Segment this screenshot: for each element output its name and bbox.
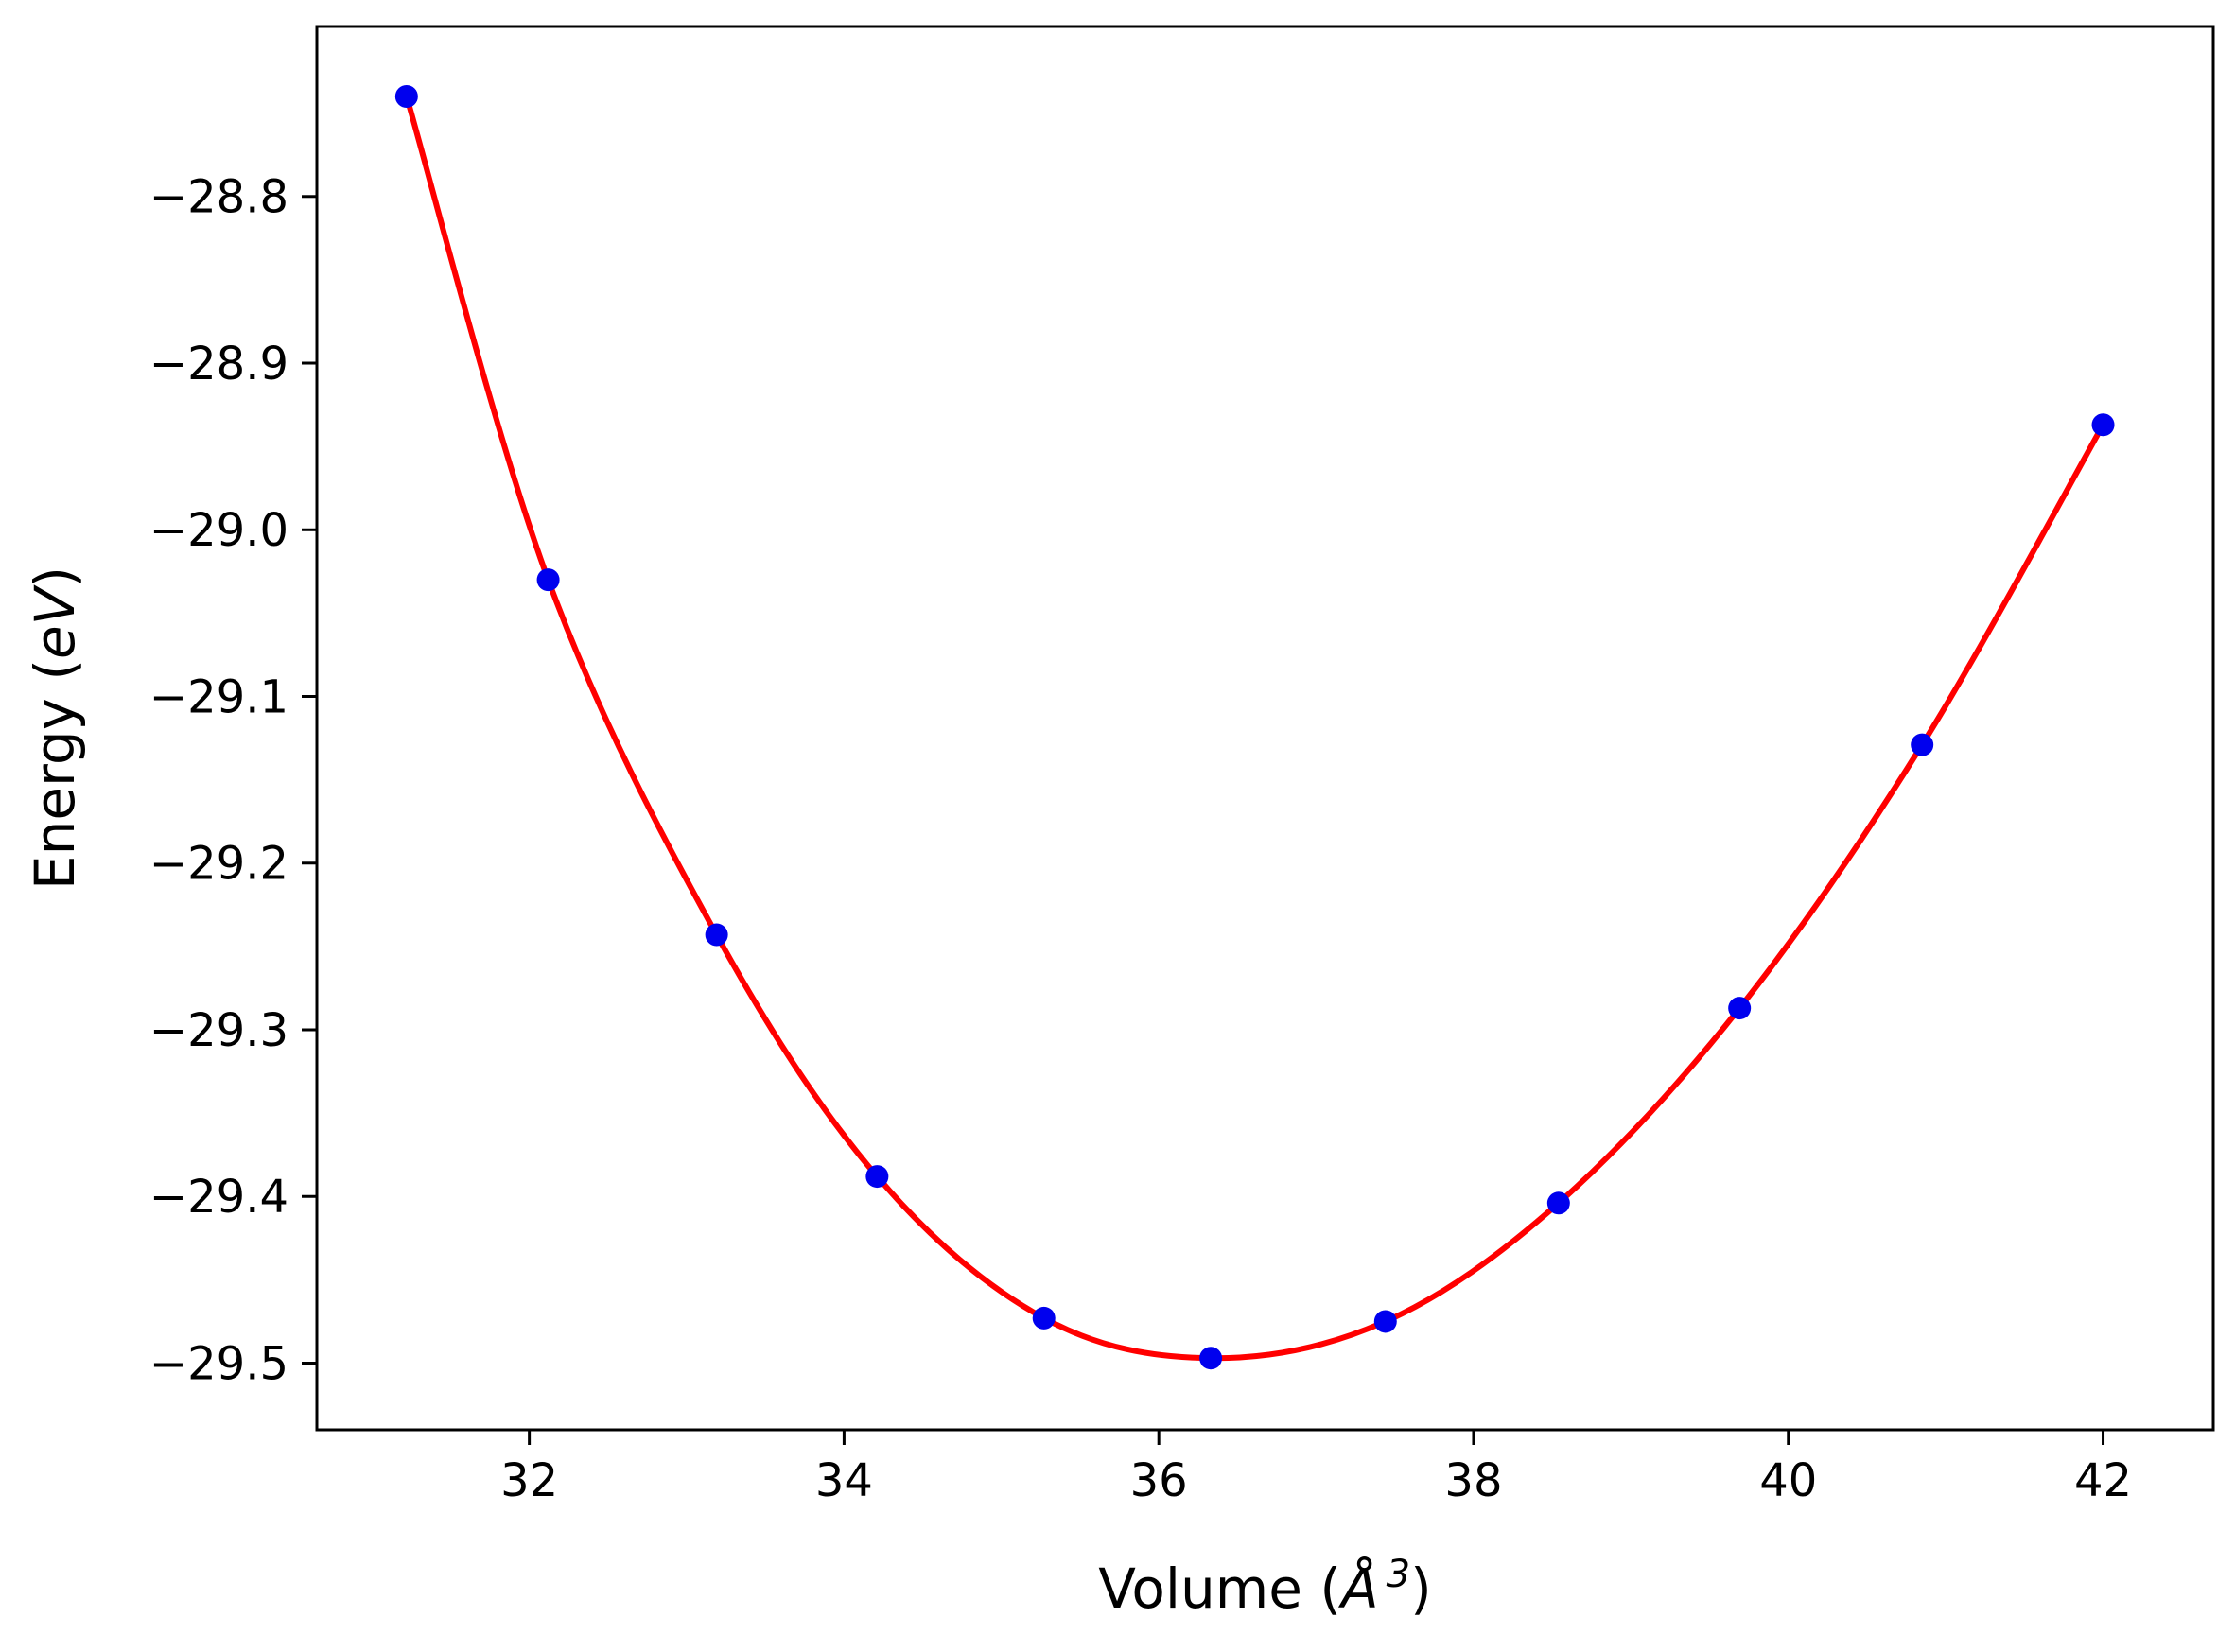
y-tick-label: −29.1 [149, 670, 288, 723]
x-axis-label: Volume (Å 3) [1098, 1553, 1432, 1621]
data-point-marker [705, 923, 728, 947]
data-point-marker [2091, 413, 2115, 437]
x-tick-label: 36 [1130, 1454, 1188, 1507]
data-point-marker [1032, 1306, 1056, 1330]
x-tick-label: 42 [2074, 1454, 2132, 1507]
data-point-marker [865, 1165, 889, 1189]
y-tick-label: −29.5 [149, 1337, 288, 1390]
data-point-marker [536, 568, 560, 592]
data-points [394, 85, 2115, 1370]
y-tick-label: −29.0 [149, 504, 288, 557]
data-point-marker [1546, 1191, 1570, 1215]
y-tick-label: −29.3 [149, 1004, 288, 1057]
data-point-marker [394, 85, 418, 109]
plot-area [317, 26, 2213, 1430]
y-tick-label: −29.2 [149, 838, 288, 891]
x-tick-label: 34 [815, 1454, 873, 1507]
y-tick-label: −28.8 [149, 171, 288, 224]
x-tick-label: 40 [1759, 1454, 1817, 1507]
axes-frame [315, 25, 2215, 1432]
data-point-marker [1728, 997, 1752, 1020]
data-point-marker [1373, 1310, 1397, 1333]
fit-curve-line [403, 94, 2106, 1362]
x-tick-label: 32 [500, 1454, 558, 1507]
y-tick-label: −28.9 [149, 338, 288, 391]
x-axis-ticks: 32 34 36 38 40 42 [500, 1430, 2132, 1507]
y-tick-label: −29.4 [149, 1171, 288, 1224]
data-point-marker [1911, 733, 1934, 756]
x-tick-label: 38 [1444, 1454, 1502, 1507]
y-axis-ticks: −28.8 −28.9 −29.0 −29.1 −29.2 −29.3 −29.4 −29.5 [149, 171, 317, 1390]
y-axis-label: Energy (eV) [23, 566, 87, 890]
data-point-marker [1199, 1347, 1223, 1370]
